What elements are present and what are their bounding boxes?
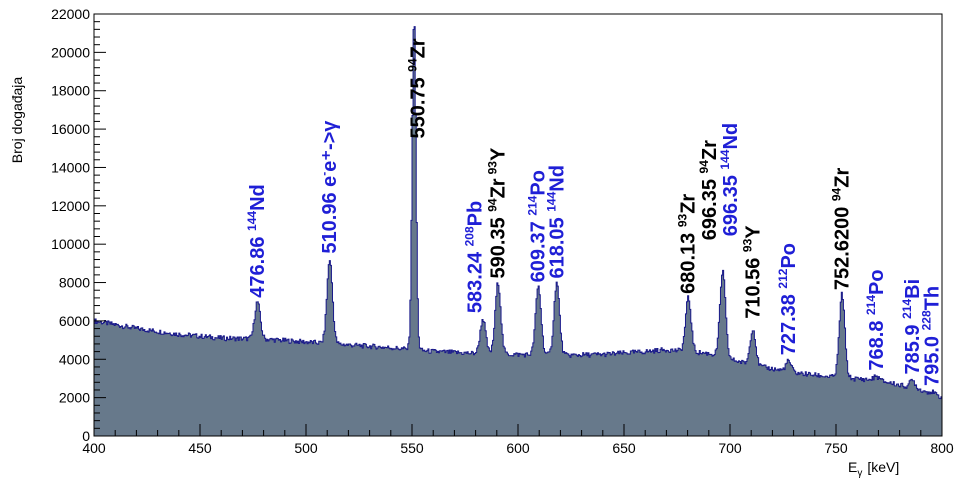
isotope-element: Po xyxy=(778,243,800,269)
spectrum-line xyxy=(94,26,943,401)
isotope-mass: 144 xyxy=(718,149,732,169)
plot-area xyxy=(94,26,943,437)
x-axis-title-unit: [keV] xyxy=(867,459,899,475)
reaction-text: e⁺->γ xyxy=(319,120,341,172)
peak-energy: 696.35 xyxy=(699,173,721,240)
y-axis-title: Broj događaja xyxy=(9,77,25,164)
y-tick-label: 0 xyxy=(82,428,90,444)
x-tick-label: 500 xyxy=(294,440,318,456)
peak-energy: 680.13 xyxy=(678,227,700,294)
isotope-element: Nd xyxy=(247,184,269,211)
isotope-mass: 94 xyxy=(830,187,844,201)
x-axis-title: Eγ [keV] xyxy=(848,459,899,479)
isotope-mass: 144 xyxy=(544,191,558,211)
peak-label: 696.35 94Zr xyxy=(697,140,721,240)
y-tick-label: 4000 xyxy=(59,351,90,367)
isotope-mass: 214 xyxy=(900,299,914,319)
peak-label: 752.6200 94Zr xyxy=(830,168,854,291)
isotope-element: Zr xyxy=(832,168,854,188)
isotope-mass: 94 xyxy=(697,160,711,174)
peak-label: 795.0 228Th xyxy=(919,286,943,386)
x-tick-label: 550 xyxy=(400,440,424,456)
y-tick-label: 12000 xyxy=(51,198,90,214)
x-tick-label: 650 xyxy=(612,440,636,456)
peak-energy: 609.37 xyxy=(528,216,550,283)
x-axis-title-sub: γ xyxy=(857,468,862,479)
isotope-element: Y xyxy=(742,225,764,239)
isotope-mass: 208 xyxy=(463,226,477,246)
isotope-element: Po xyxy=(866,269,888,295)
x-tick-label: 700 xyxy=(718,440,742,456)
peak-label: 510.96 e-e⁺->γ xyxy=(317,120,341,254)
peak-label: 583.24 208Pb xyxy=(463,201,487,313)
isotope-element: Nd xyxy=(720,123,742,150)
peak-energy: 510.96 xyxy=(319,187,341,254)
y-tick-label: 14000 xyxy=(51,159,90,175)
y-tick-label: 6000 xyxy=(59,313,90,329)
isotope-element: Pb xyxy=(465,201,487,227)
y-tick-label: 22000 xyxy=(51,6,90,22)
isotope-element: Th xyxy=(921,286,943,310)
peak-label: 609.37 214Po xyxy=(526,170,550,282)
peak-label: 768.8 214Po xyxy=(864,269,888,370)
isotope-element: Bi xyxy=(902,279,924,299)
peak-label: 618.05 144Nd xyxy=(544,165,568,278)
peak-label: 680.13 93Zr xyxy=(676,194,700,294)
peak-label: 590.35 94Zr 93Y xyxy=(485,147,509,278)
isotope-element: Zr xyxy=(487,178,509,198)
isotope-mass: 93 xyxy=(485,161,499,175)
isotope-mass: 214 xyxy=(526,195,540,215)
peak-energy: 550.75 xyxy=(408,72,430,139)
isotope-element: Zr xyxy=(678,194,700,214)
isotope-mass: 94 xyxy=(485,198,499,212)
isotope-element: Nd xyxy=(546,165,568,192)
peak-label: 727.38 212Po xyxy=(776,243,800,355)
isotope-element: Po xyxy=(528,170,550,196)
y-tick-label: 2000 xyxy=(59,390,90,406)
peak-energy: 710.56 xyxy=(742,252,764,319)
x-axis: 400 450 500 550 600 650 700 750 800 xyxy=(82,424,954,456)
peak-label: 550.75 94Zr xyxy=(406,38,430,138)
x-tick-label: 600 xyxy=(506,440,530,456)
peak-energy: 618.05 xyxy=(546,212,568,279)
isotope-element: Y xyxy=(487,147,509,161)
charge-superscript: - xyxy=(317,172,331,176)
peak-energy: 727.38 xyxy=(778,289,800,356)
isotope-element: Zr xyxy=(408,38,430,58)
peak-energy: 476.86 xyxy=(247,231,269,298)
y-axis: 0 2000 4000 6000 8000 10000 12000 14000 16000 180… xyxy=(51,6,106,444)
x-tick-label: 800 xyxy=(930,440,954,456)
y-tick-label: 18000 xyxy=(51,83,90,99)
peak-energy: 752.6200 xyxy=(832,201,854,290)
y-tick-label: 20000 xyxy=(51,44,90,60)
x-tick-label: 750 xyxy=(824,440,848,456)
y-tick-label: 10000 xyxy=(51,236,90,252)
isotope-mass: 94 xyxy=(406,58,420,72)
peak-label: 785.9 214Bi xyxy=(900,279,924,375)
x-axis-title-main: E xyxy=(848,459,857,475)
y-tick-label: 8000 xyxy=(59,275,90,291)
peak-label: 710.56 93Y xyxy=(740,225,764,319)
peak-energy: 795.0 xyxy=(921,330,943,386)
peak-energy: 768.8 xyxy=(866,315,888,371)
isotope-element: Zr xyxy=(699,140,721,160)
peak-energy: 785.9 xyxy=(902,319,924,375)
isotope-mass: 93 xyxy=(676,213,690,227)
isotope-mass: 212 xyxy=(776,268,790,288)
peak-energy: 583.24 xyxy=(465,246,487,313)
isotope-element: e xyxy=(319,176,341,187)
x-tick-label: 450 xyxy=(188,440,212,456)
peak-label: 696.35 144Nd xyxy=(718,123,742,236)
peak-energy: 696.35 xyxy=(720,170,742,237)
isotope-mass: 144 xyxy=(245,211,259,231)
y-tick-label: 16000 xyxy=(51,121,90,137)
peak-label: 476.86 144Nd xyxy=(245,184,269,297)
x-tick-label: 400 xyxy=(82,440,106,456)
isotope-mass: 214 xyxy=(864,295,878,315)
isotope-mass: 93 xyxy=(740,238,754,252)
peak-energy: 590.35 xyxy=(487,212,509,279)
isotope-mass: 228 xyxy=(919,310,933,330)
